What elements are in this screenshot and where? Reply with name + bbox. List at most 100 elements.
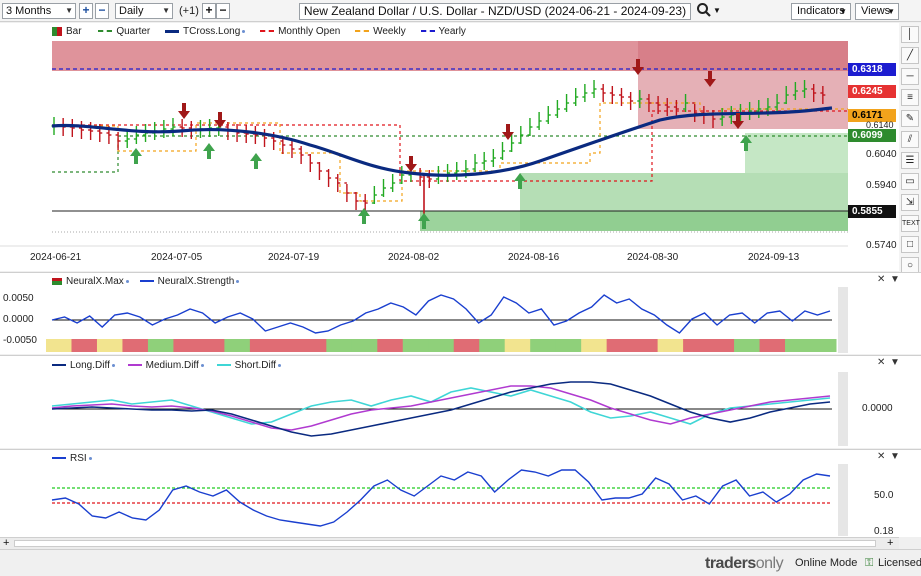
- views-menu[interactable]: Views ▼: [855, 3, 899, 20]
- price-pane[interactable]: Bar Quarter TCross.Long Monthly Open Wee…: [0, 23, 921, 271]
- neuralx-max-cell: [351, 339, 378, 352]
- legend-long-diff: Long.Diff: [70, 360, 110, 371]
- fibonacci-tool-icon[interactable]: ☰: [901, 152, 919, 169]
- brand-text-suffix: only: [755, 555, 784, 572]
- neuralx-max-cell: [504, 339, 531, 352]
- date-label: 2024-09-13: [748, 252, 800, 263]
- neuralx-max-cell: [708, 339, 735, 352]
- rsi-line: [51, 469, 831, 527]
- scroll-right-icon[interactable]: +: [887, 537, 894, 549]
- legend-neuralx-max: NeuralX.Max: [66, 276, 124, 287]
- neuralx-max-cell: [326, 339, 353, 352]
- offset-plus-button[interactable]: +: [202, 3, 216, 19]
- neuralx-axis-label: 0.0050: [3, 293, 34, 304]
- neuralx-max-cell: [453, 339, 480, 352]
- scrollbar-thumb[interactable]: [14, 540, 876, 547]
- rectangle-tool-icon[interactable]: □: [901, 236, 919, 253]
- date-label: 2024-06-21: [30, 252, 82, 263]
- buy-arrow-icon: [250, 153, 262, 169]
- low-price-label: 0.5855: [848, 205, 896, 218]
- rsi-pane[interactable]: RSI 50.0 0.18 ✕ ▼: [0, 449, 921, 537]
- vertical-line-tool-icon[interactable]: │: [901, 26, 919, 43]
- horizontal-line-tool-icon[interactable]: ─: [901, 68, 919, 85]
- neuralx-max-cell: [657, 339, 684, 352]
- search-icon[interactable]: [696, 2, 712, 18]
- neuralx-strength-line: [51, 294, 831, 334]
- trend-line-tool-icon[interactable]: ╱: [901, 47, 919, 64]
- online-mode-status: Online Mode: [795, 557, 858, 569]
- scroll-left-icon[interactable]: +: [3, 537, 10, 549]
- date-label: 2024-08-02: [388, 252, 440, 263]
- date-label: 2024-08-16: [508, 252, 560, 263]
- neuralx-max-cell: [147, 339, 174, 352]
- offset-minus-button[interactable]: −: [216, 3, 230, 19]
- close-icon[interactable]: ✕: [877, 451, 886, 462]
- chevron-down-icon: ▼: [162, 6, 170, 15]
- neuralx-max-cell: [224, 339, 251, 352]
- diff-chart[interactable]: [0, 356, 899, 449]
- chevron-down-icon[interactable]: ▼: [713, 6, 721, 15]
- arrow-tool-icon[interactable]: ⇲: [901, 194, 919, 211]
- neuralx-max-cell: [810, 339, 837, 352]
- rsi-swatch: [52, 457, 66, 460]
- weekly-swatch: [355, 30, 370, 33]
- neuralx-max-cell: [606, 339, 633, 352]
- legend-neuralx-strength: NeuralX.Strength: [157, 276, 235, 287]
- rsi-scroll: [838, 464, 848, 536]
- tcross-swatch: [165, 29, 180, 33]
- neuralx-scroll: [838, 287, 848, 353]
- interval-select[interactable]: Daily ▼: [115, 3, 173, 19]
- diff-pane[interactable]: Long.Diff Medium.Diff Short.Diff 0.0000 …: [0, 355, 921, 448]
- current-price-label: 0.6245: [848, 85, 896, 98]
- rsi-legend: RSI: [52, 453, 92, 464]
- parallel-lines-tool-icon[interactable]: ⫽: [901, 131, 919, 148]
- neuralx-max-cell: [249, 339, 276, 352]
- neuralx-axis-label: -0.0050: [3, 335, 37, 346]
- support-zone-low: [420, 211, 848, 231]
- channel-tool-icon[interactable]: ≡: [901, 89, 919, 106]
- close-icon[interactable]: ✕: [877, 274, 886, 285]
- chevron-down-icon[interactable]: ▼: [890, 274, 900, 285]
- yearly-swatch: [420, 30, 435, 33]
- chevron-down-icon[interactable]: ▼: [890, 357, 900, 368]
- rsi-axis-label: 50.0: [874, 490, 894, 501]
- price-axis-label: 0.5740: [866, 240, 897, 251]
- close-icon[interactable]: ✕: [877, 357, 886, 368]
- support-zone-right: [745, 133, 848, 173]
- text-tool-icon[interactable]: TEXT: [901, 215, 920, 232]
- neuralx-pane[interactable]: NeuralX.Max NeuralX.Strength 0.0050 0.00…: [0, 272, 921, 354]
- timeframe-value: 3 Months: [6, 5, 52, 17]
- neuralx-legend: NeuralX.Max NeuralX.Strength: [52, 276, 240, 287]
- quarter-price-label: 0.6099: [848, 129, 896, 142]
- indicators-menu[interactable]: Indicators ▼: [791, 3, 851, 20]
- offset-label: (+1): [179, 5, 199, 17]
- zoom-out-button[interactable]: −: [95, 3, 109, 19]
- zoom-in-button[interactable]: +: [79, 3, 93, 19]
- diff-scroll: [838, 372, 848, 446]
- legend-rsi: RSI: [70, 453, 87, 464]
- tradersonly-logo: tradersonly: [705, 555, 784, 573]
- buy-arrow-icon: [418, 213, 430, 229]
- neuralx-max-cell: [683, 339, 710, 352]
- timeframe-select[interactable]: 3 Months ▼: [2, 3, 76, 19]
- rsi-chart[interactable]: [0, 450, 899, 538]
- neuralx-chart[interactable]: [0, 273, 899, 355]
- neuralx-max-cell: [275, 339, 302, 352]
- price-chart[interactable]: [0, 23, 899, 271]
- legend-yearly: Yearly: [438, 26, 466, 37]
- signal-arrows: [130, 59, 752, 229]
- neuralx-max-strip: [46, 339, 837, 352]
- brand-text: traders: [705, 555, 756, 572]
- horizontal-scrollbar[interactable]: + +: [0, 537, 899, 549]
- pen-tool-icon[interactable]: ✎: [901, 110, 919, 127]
- buy-arrow-icon: [130, 148, 142, 164]
- price-legend: Bar Quarter TCross.Long Monthly Open Wee…: [52, 26, 466, 37]
- callout-tool-icon[interactable]: ▭: [901, 173, 919, 190]
- status-bar: tradersonly Online Mode ⚿ Licensed: [0, 549, 921, 576]
- price-axis-label: 0.5940: [866, 180, 897, 191]
- symbol-title-field[interactable]: New Zealand Dollar / U.S. Dollar - NZD/U…: [299, 3, 691, 20]
- neuralx-max-cell: [734, 339, 761, 352]
- neuralx-max-cell: [632, 339, 659, 352]
- chevron-down-icon[interactable]: ▼: [890, 451, 900, 462]
